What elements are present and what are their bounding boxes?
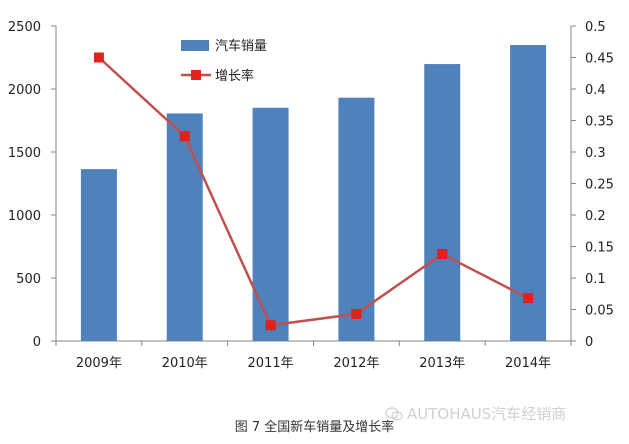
growth-line xyxy=(98,56,529,327)
bar xyxy=(424,64,461,341)
line-point xyxy=(93,52,104,63)
y-left-tick-label: 500 xyxy=(16,272,41,287)
y-right-tick-label: 0.2 xyxy=(585,209,606,224)
y-right-tick-label: 0.3 xyxy=(585,146,606,161)
wechat-icon xyxy=(385,407,403,421)
y-right-tick-label: 0.1 xyxy=(585,272,606,287)
line-point xyxy=(437,249,448,260)
legend-line-marker xyxy=(191,70,201,80)
bar xyxy=(80,169,117,341)
bar xyxy=(338,97,375,341)
legend-bar-swatch xyxy=(181,40,209,51)
x-tick-label: 2013年 xyxy=(419,356,465,371)
y-right-tick-label: 0 xyxy=(585,335,593,350)
x-tick-label: 2011年 xyxy=(248,356,294,371)
y-right-tick-label: 0.05 xyxy=(585,304,614,319)
x-tick-label: 2012年 xyxy=(333,356,379,371)
line-point xyxy=(179,131,190,142)
x-tick-label: 2010年 xyxy=(162,356,208,371)
y-left-tick-label: 1000 xyxy=(8,209,41,224)
y-right-tick-label: 0.25 xyxy=(585,178,614,193)
bar xyxy=(252,107,289,341)
legend-bar-label: 汽车销量 xyxy=(215,38,267,54)
watermark-text: AUTOHAUS汽车经销商 xyxy=(407,405,567,423)
line-point xyxy=(523,293,534,304)
line-point xyxy=(265,320,276,331)
y-left-tick-label: 0 xyxy=(33,335,41,350)
bar xyxy=(166,113,203,341)
y-right-tick-label: 0.15 xyxy=(585,241,614,256)
y-left-tick-label: 1500 xyxy=(8,146,41,161)
y-right-tick-label: 0.5 xyxy=(585,20,606,35)
y-right-tick-label: 0.45 xyxy=(585,52,614,67)
legend-line-label: 增长率 xyxy=(215,68,254,84)
watermark: AUTOHAUS汽车经销商 xyxy=(385,403,566,424)
figure-caption: 图 7 全国新车销量及增长率 xyxy=(234,420,395,435)
x-tick-label: 2009年 xyxy=(76,356,122,371)
y-right-tick-label: 0.35 xyxy=(585,115,614,130)
x-tick-label: 2014年 xyxy=(505,356,551,371)
y-right-tick-label: 0.4 xyxy=(585,83,606,98)
y-left-tick-label: 2500 xyxy=(8,20,41,35)
line-point xyxy=(351,308,362,319)
y-left-tick-label: 2000 xyxy=(8,83,41,98)
